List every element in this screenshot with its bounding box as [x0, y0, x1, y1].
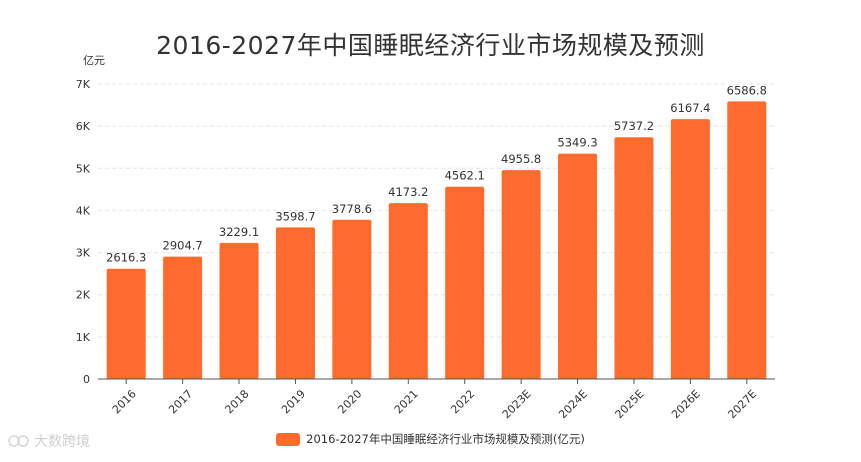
data-label-2024E: 5349.3 — [557, 136, 597, 150]
bar-2027E[interactable] — [727, 101, 767, 380]
watermark-text: 大数跨境 — [34, 434, 90, 450]
x-tick-label-2026E: 2026E — [669, 387, 703, 421]
bar-2016[interactable] — [106, 268, 146, 379]
x-tick-label-2027E: 2027E — [725, 387, 759, 421]
legend-swatch — [276, 432, 301, 446]
bar-2020[interactable] — [332, 219, 372, 379]
x-tick-label-2025E: 2025E — [613, 387, 647, 421]
bar-2025E[interactable] — [614, 137, 654, 379]
data-label-2016: 2616.3 — [106, 251, 146, 265]
y-axis-label: 亿元 — [83, 54, 105, 67]
bar-2024E[interactable] — [558, 153, 598, 379]
x-tick-label-2019: 2019 — [279, 387, 308, 416]
y-tick-label: 7K — [76, 78, 91, 91]
data-label-2020: 3778.6 — [332, 202, 372, 216]
bar-2017[interactable] — [163, 256, 203, 379]
legend-label: 2016-2027年中国睡眠经济行业市场规模及预测(亿元) — [306, 432, 585, 446]
watermark-logo-icon — [8, 435, 29, 447]
y-tick-label: 5K — [76, 162, 91, 175]
bar-2022[interactable] — [445, 186, 485, 379]
data-label-2026E: 6167.4 — [670, 101, 710, 115]
y-tick-label: 6K — [76, 120, 91, 133]
bar-2026E[interactable] — [670, 119, 710, 380]
data-label-2025E: 5737.2 — [614, 119, 654, 133]
x-tick-label-2018: 2018 — [223, 387, 252, 416]
data-label-2019: 3598.7 — [275, 209, 315, 223]
y-tick-label: 1K — [76, 331, 91, 344]
y-tick-label: 4K — [76, 204, 91, 217]
x-tick-label-2016: 2016 — [110, 387, 139, 416]
x-tick-label-2020: 2020 — [335, 387, 364, 416]
y-tick-label: 2K — [76, 289, 91, 302]
data-label-2027E: 6586.8 — [727, 83, 767, 97]
x-tick-label-2017: 2017 — [166, 387, 195, 416]
data-label-2023E: 4955.8 — [501, 152, 541, 166]
x-tick-label-2021: 2021 — [392, 387, 421, 416]
data-label-2017: 2904.7 — [163, 239, 203, 253]
bar-2021[interactable] — [388, 203, 428, 379]
chart-legend[interactable]: 2016-2027年中国睡眠经济行业市场规模及预测(亿元) — [0, 431, 861, 447]
x-tick-label-2022: 2022 — [448, 387, 477, 416]
y-tick-label: 3K — [76, 247, 91, 260]
bar-2023E[interactable] — [501, 170, 541, 379]
bar-2018[interactable] — [219, 242, 259, 379]
data-label-2022: 4562.1 — [445, 169, 485, 183]
data-label-2021: 4173.2 — [388, 185, 428, 199]
y-tick-label: 0 — [83, 373, 90, 386]
x-tick-label-2024E: 2024E — [556, 387, 590, 421]
data-label-2018: 3229.1 — [219, 225, 259, 239]
watermark: 大数跨境 — [8, 431, 90, 451]
chart-title: 2016-2027年中国睡眠经济行业市场规模及预测 — [156, 31, 705, 60]
x-tick-label-2023E: 2023E — [500, 387, 534, 421]
bar-2019[interactable] — [275, 227, 315, 379]
